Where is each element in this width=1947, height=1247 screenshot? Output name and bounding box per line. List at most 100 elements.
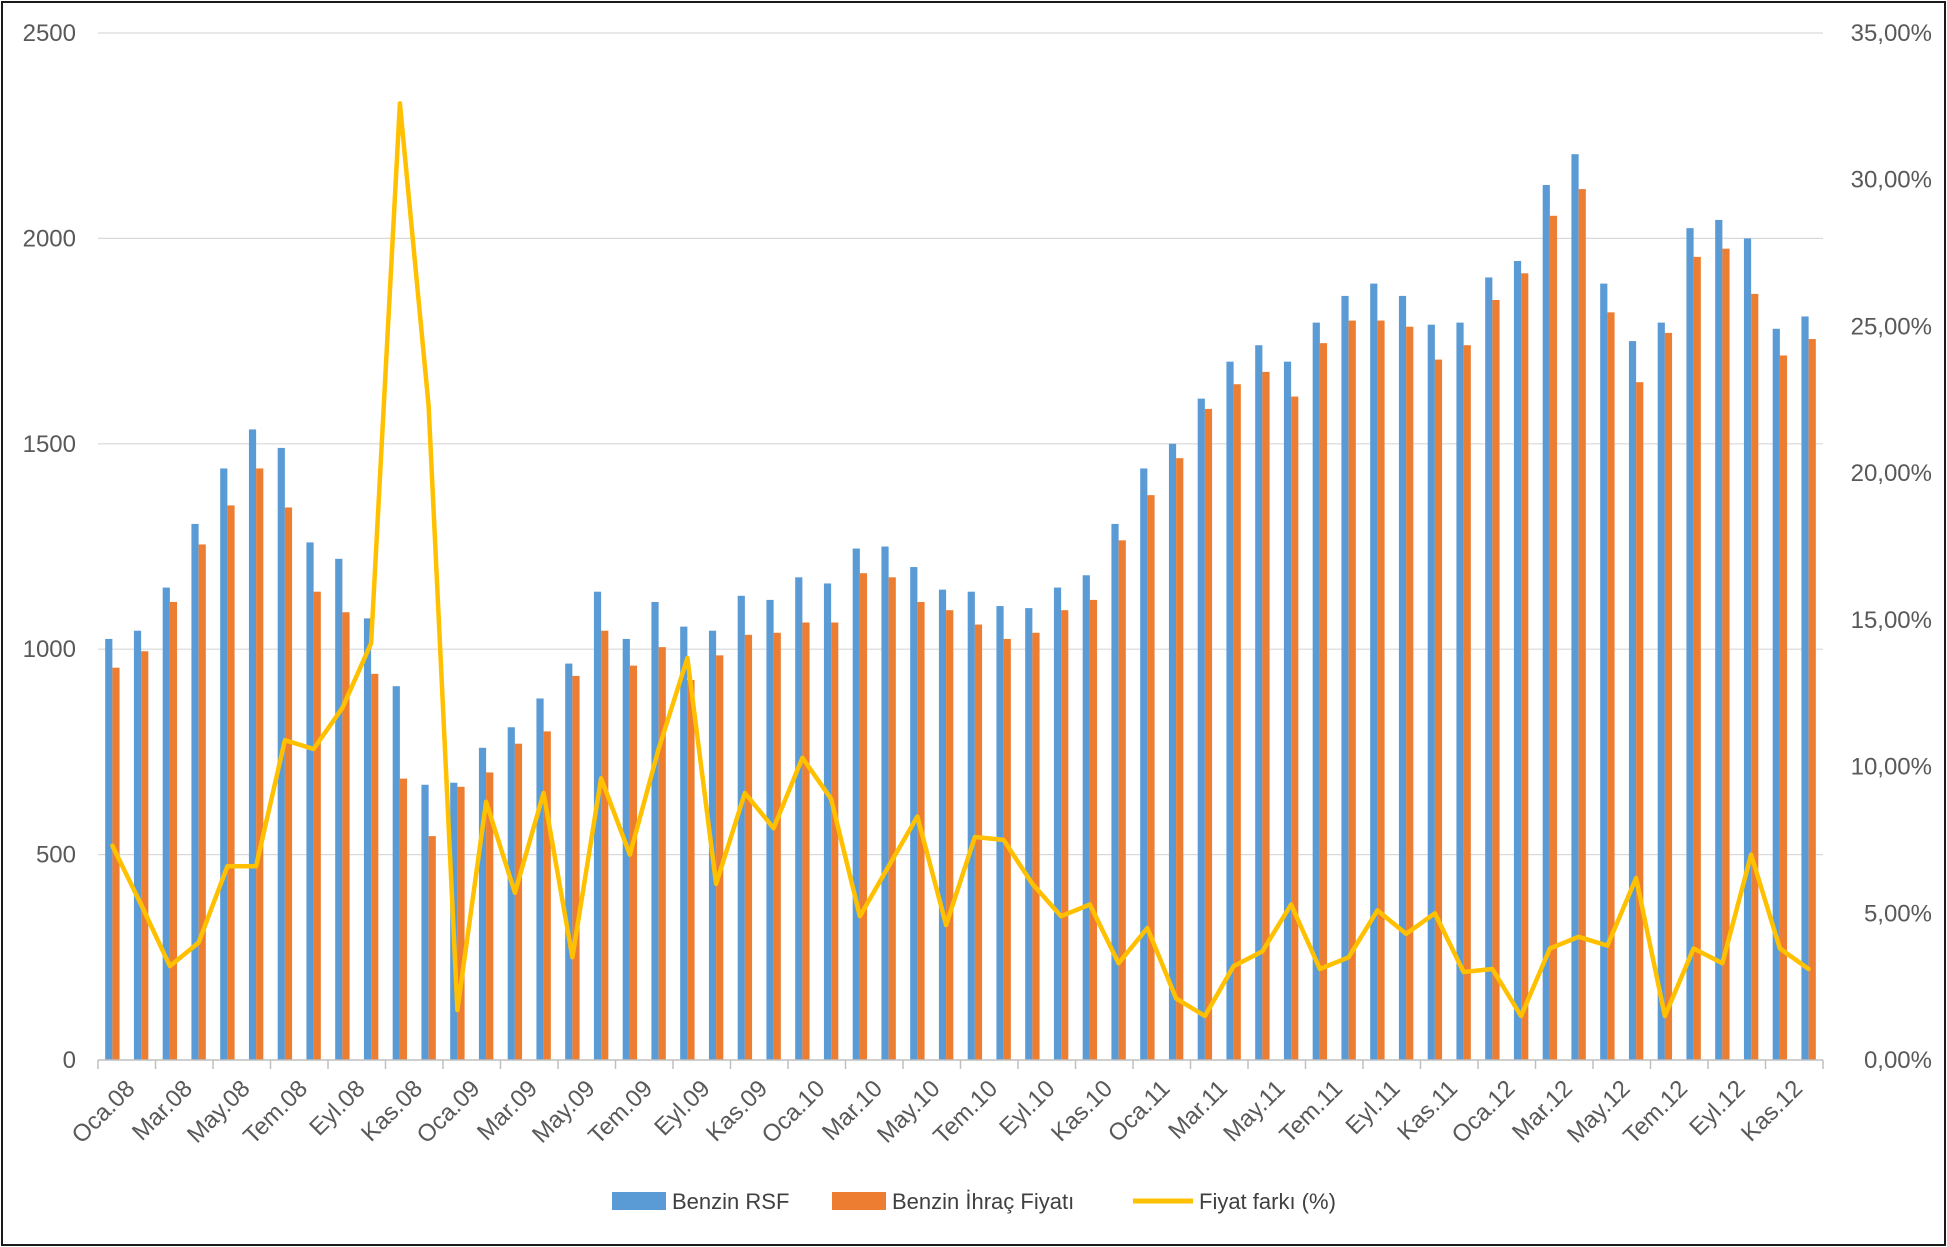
- bar-benzin-rsf: [1686, 228, 1694, 1060]
- bar-benzin-rsf: [1715, 219, 1723, 1060]
- legend-item-benzin-ihrac-fiyati-swatch: [832, 1192, 886, 1210]
- bar-benzin-rsf: [363, 618, 372, 1060]
- bar-benzin-rsf: [478, 747, 487, 1060]
- bar-benzin-ihrac-fiyati: [687, 680, 695, 1060]
- bar-benzin-ihrac-fiyati: [428, 836, 436, 1060]
- bar-benzin-rsf: [1427, 324, 1435, 1061]
- bar-benzin-rsf: [248, 429, 257, 1060]
- bar-benzin-ihrac-fiyati: [514, 743, 523, 1060]
- bar-benzin-rsf: [421, 784, 429, 1060]
- bar-benzin-rsf: [1542, 184, 1550, 1061]
- bar-benzin-rsf: [996, 606, 1004, 1060]
- right-axis-tick-label: 20,00%: [1851, 460, 1932, 487]
- bar-benzin-rsf: [852, 548, 860, 1060]
- bar-benzin-rsf: [680, 626, 688, 1060]
- legend: Benzin RSF Benzin İhraç Fiyatı Fiyat farkı…: [612, 1189, 1336, 1214]
- bar-benzin-rsf: [1571, 154, 1579, 1060]
- bar-benzin-ihrac-fiyati: [1578, 189, 1586, 1060]
- bar-benzin-ihrac-fiyati: [256, 468, 264, 1060]
- bar-benzin-rsf: [766, 599, 774, 1060]
- left-axis-ticks: 0 500 1000 1500 2000 2500: [23, 20, 76, 1074]
- x-axis-tick-label: Kas.10: [1046, 1075, 1118, 1147]
- bar-benzin-ihrac-fiyati: [1549, 215, 1558, 1060]
- right-axis-tick-label: 0,00%: [1864, 1047, 1932, 1074]
- bar-benzin-rsf: [1053, 587, 1062, 1060]
- bar-benzin-ihrac-fiyati: [716, 655, 724, 1060]
- x-axis-tick-label: Kas.12: [1736, 1075, 1808, 1147]
- bar-benzin-rsf: [1600, 283, 1608, 1060]
- bar-benzin-ihrac-fiyati: [1779, 355, 1788, 1060]
- bar-benzin-rsf: [651, 601, 659, 1060]
- bar-benzin-ihrac-fiyati: [1664, 332, 1673, 1060]
- x-axis-tick-label: Tem.09: [583, 1075, 658, 1150]
- bar-benzin-ihrac-fiyati: [342, 612, 350, 1060]
- bar-benzin-rsf: [967, 591, 975, 1060]
- bar-benzin-ihrac-fiyati: [313, 591, 321, 1060]
- legend-item-fiyat-farki-label: Fiyat farkı (%): [1199, 1189, 1336, 1214]
- bar-benzin-ihrac-fiyati: [773, 632, 781, 1060]
- legend-item-benzin-rsf-swatch: [612, 1192, 666, 1210]
- bar-benzin-ihrac-fiyati: [1233, 384, 1241, 1060]
- bar-benzin-rsf: [795, 577, 803, 1060]
- left-axis-tick-label: 1500: [23, 431, 76, 458]
- bar-benzin-ihrac-fiyati: [629, 665, 638, 1060]
- bar-benzin-ihrac-fiyati: [1147, 495, 1155, 1060]
- right-axis-tick-label: 35,00%: [1851, 20, 1932, 47]
- bar-benzin-rsf: [593, 591, 602, 1060]
- bar-benzin-ihrac-fiyati: [371, 673, 379, 1060]
- bar-benzin-ihrac-fiyati: [572, 675, 580, 1060]
- x-axis-tick-label: Mar.11: [1163, 1075, 1233, 1145]
- bar-benzin-rsf: [1025, 608, 1033, 1060]
- bar-benzin-ihrac-fiyati: [831, 622, 839, 1060]
- axes: [97, 1059, 1824, 1069]
- bar-benzin-ihrac-fiyati: [457, 786, 465, 1060]
- left-axis-tick-label: 1000: [23, 636, 76, 663]
- x-axis-tick-label: Oca.09: [412, 1075, 486, 1149]
- bar-benzin-ihrac-fiyati: [946, 610, 954, 1060]
- bar-benzin-ihrac-fiyati: [1406, 326, 1414, 1060]
- bar-benzin-rsf: [1140, 468, 1148, 1060]
- x-axis-tick-label: Oca.08: [67, 1075, 141, 1149]
- bar-benzin-rsf: [220, 468, 228, 1060]
- bar-benzin-rsf: [105, 638, 113, 1060]
- bar-benzin-rsf: [910, 567, 918, 1060]
- bar-benzin-ihrac-fiyati: [1204, 408, 1213, 1061]
- bar-benzin-ihrac-fiyati: [1032, 632, 1040, 1060]
- bar-benzin-rsf: [507, 727, 515, 1060]
- bar-benzin-rsf: [1255, 345, 1263, 1060]
- x-axis-tick-label: Oca.11: [1103, 1075, 1176, 1148]
- bar-benzin-rsf: [191, 523, 199, 1060]
- bar-benzin-ihrac-fiyati: [227, 505, 235, 1060]
- bar-benzin-ihrac-fiyati: [1693, 256, 1701, 1060]
- bar-benzin-rsf: [335, 558, 343, 1060]
- bar-benzin-ihrac-fiyati: [1176, 458, 1184, 1061]
- bar-benzin-ihrac-fiyati: [399, 778, 408, 1060]
- x-axis-ticks: Oca.08Mar.08May.08Tem.08Eyl.08Kas.08Oca.…: [67, 1075, 1808, 1150]
- line-series: [110, 101, 1811, 1019]
- bar-benzin-rsf: [1657, 322, 1665, 1060]
- bar-benzin-ihrac-fiyati: [1061, 610, 1069, 1060]
- bar-benzin-rsf: [1082, 575, 1090, 1060]
- bar-benzin-rsf: [1312, 322, 1320, 1060]
- x-axis-tick-label: Oca.12: [1447, 1075, 1521, 1149]
- bar-benzin-ihrac-fiyati: [1348, 320, 1356, 1060]
- x-axis-tick-label: Tem.10: [928, 1075, 1003, 1150]
- bar-benzin-ihrac-fiyati: [888, 577, 896, 1060]
- bar-benzin-ihrac-fiyati: [1607, 312, 1615, 1060]
- right-axis-tick-label: 25,00%: [1851, 313, 1932, 340]
- bar-benzin-rsf: [881, 546, 889, 1060]
- bar-benzin-ihrac-fiyati: [284, 507, 293, 1060]
- bar-benzin-rsf: [1370, 283, 1378, 1060]
- bar-benzin-rsf: [133, 630, 142, 1060]
- bar-benzin-rsf: [1772, 328, 1780, 1060]
- bar-benzin-ihrac-fiyati: [802, 622, 810, 1060]
- x-axis-tick-label: Tem.08: [238, 1075, 313, 1150]
- bar-benzin-ihrac-fiyati: [141, 651, 149, 1060]
- bar-benzin-rsf: [392, 686, 400, 1060]
- bar-benzin-rsf: [1513, 260, 1522, 1060]
- bar-benzin-rsf: [737, 595, 745, 1060]
- bar-benzin-ihrac-fiyati: [1751, 293, 1759, 1060]
- bar-benzin-ihrac-fiyati: [1319, 343, 1328, 1060]
- bar-benzin-rsf: [1283, 361, 1292, 1060]
- bar-benzin-ihrac-fiyati: [198, 544, 206, 1060]
